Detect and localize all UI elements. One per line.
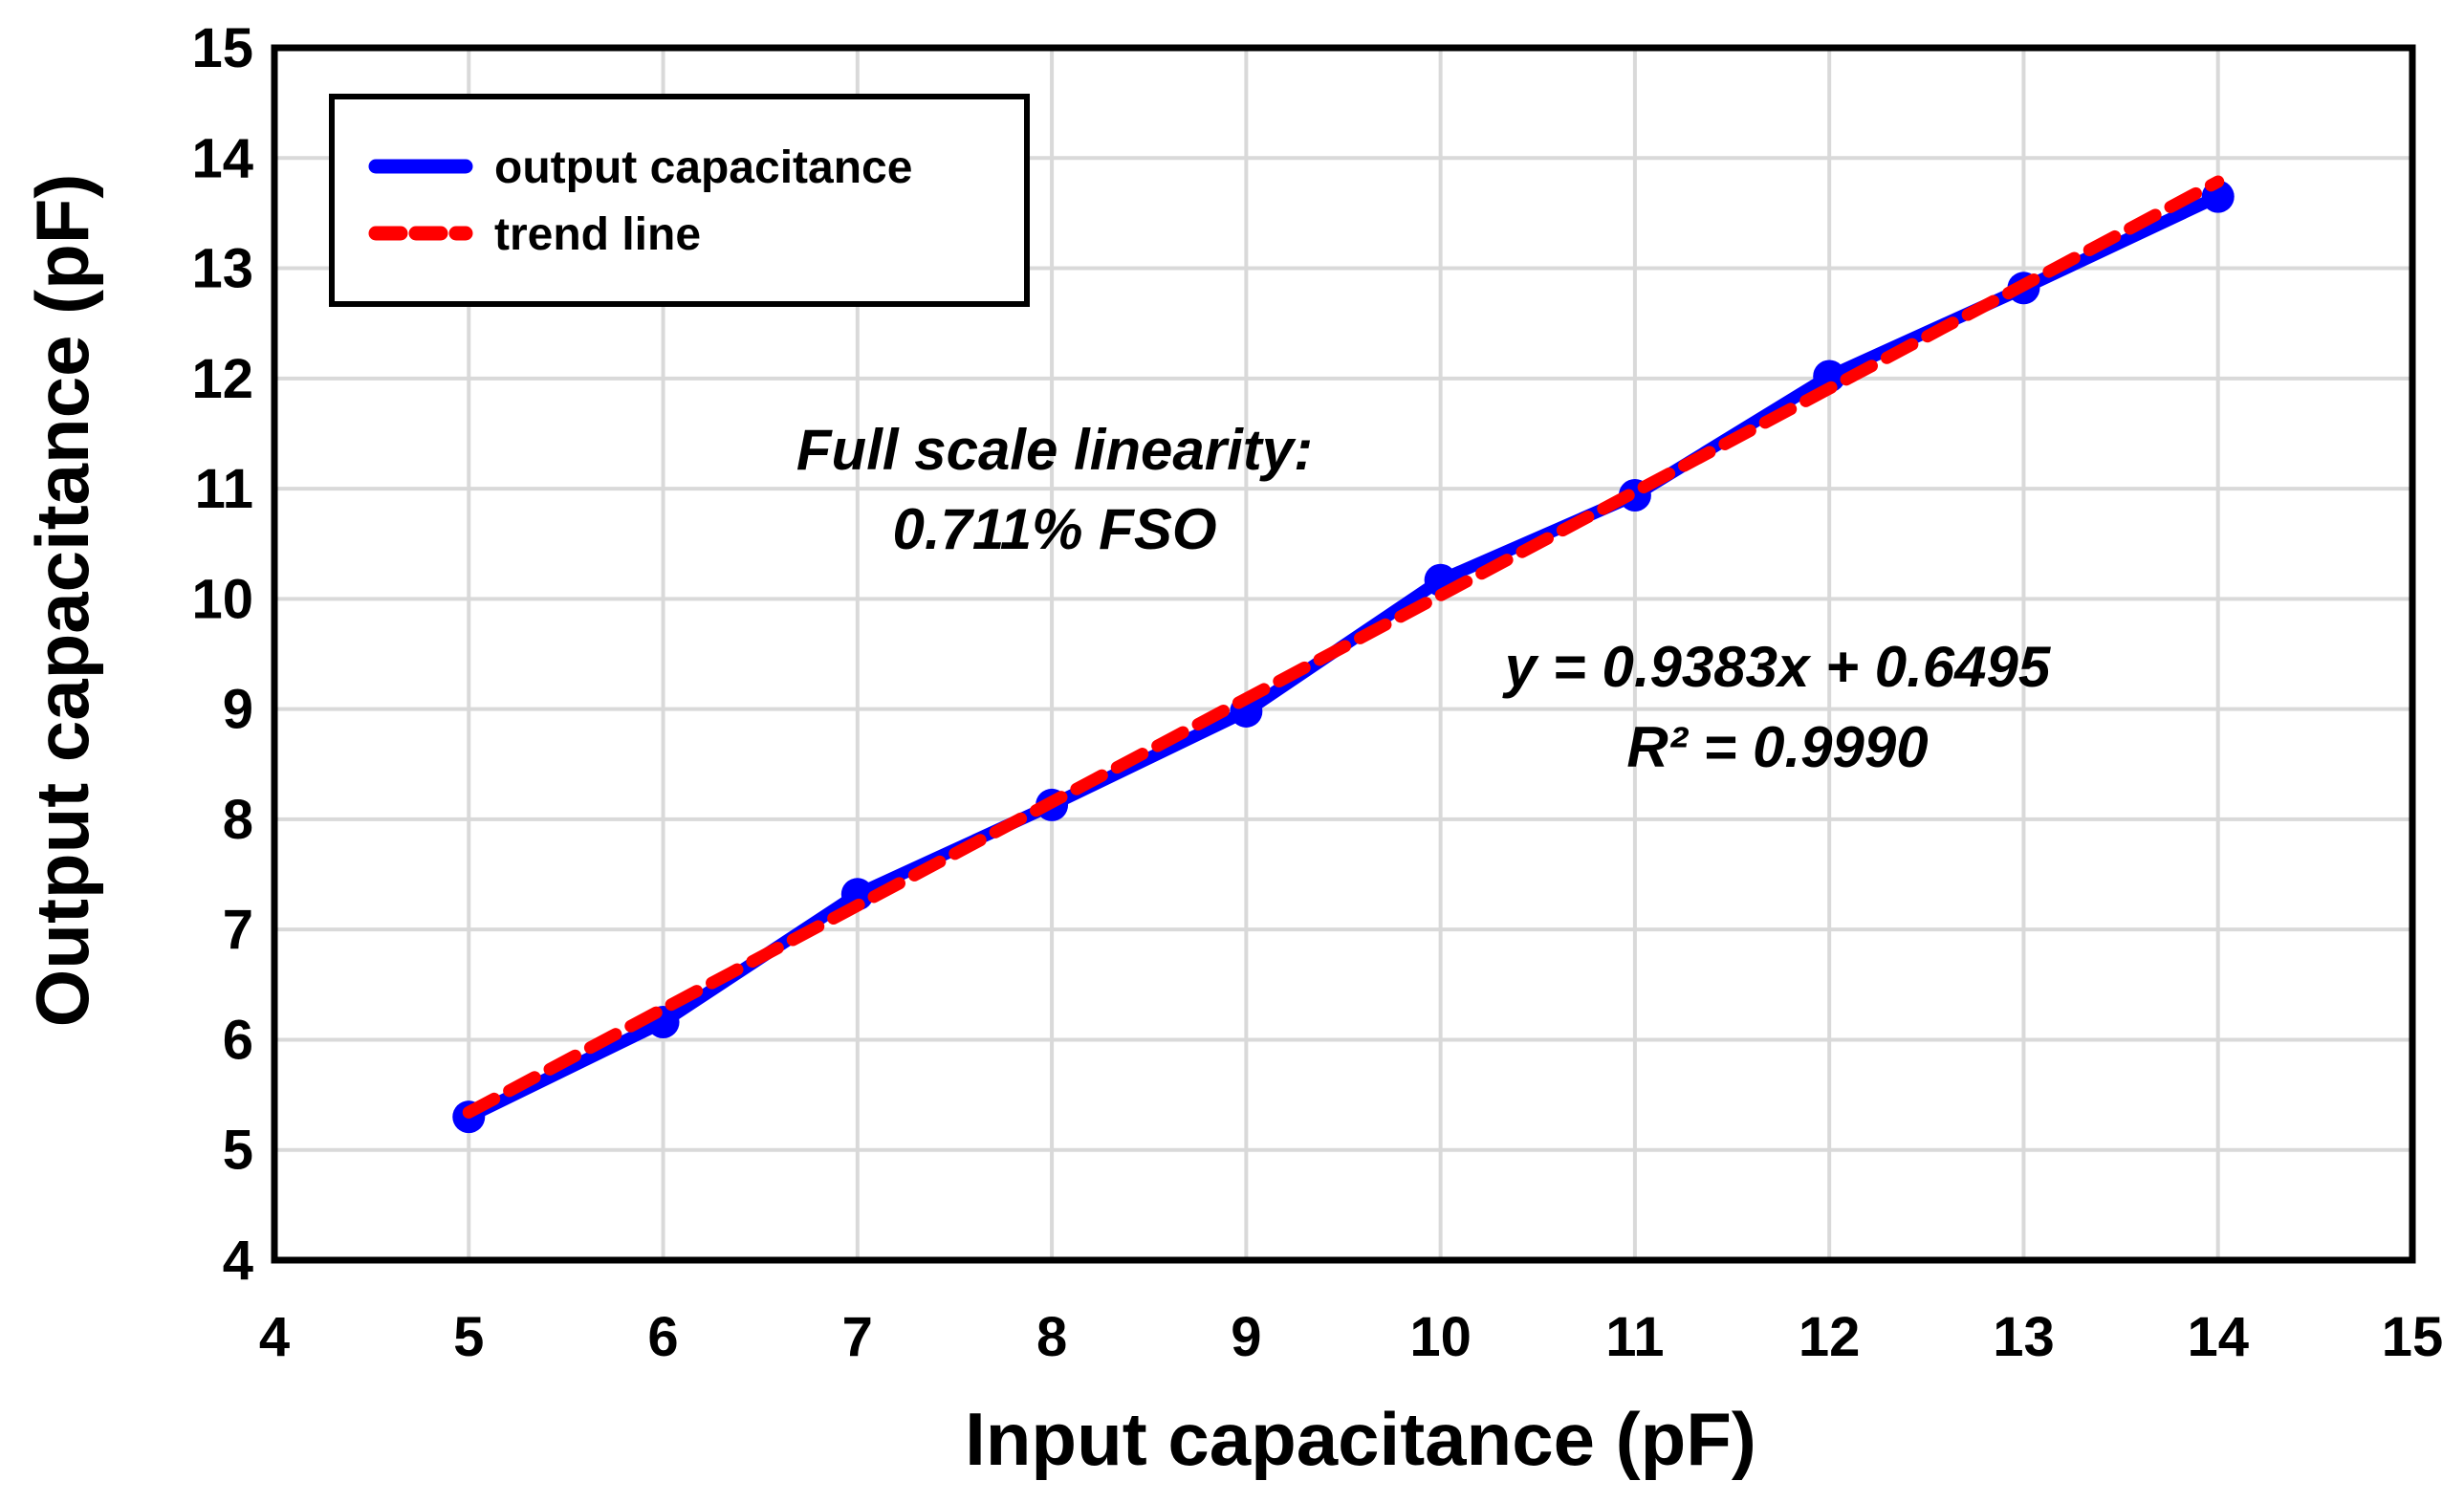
- x-tick-label: 7: [842, 1306, 873, 1368]
- y-tick-label: 15: [191, 17, 253, 79]
- legend-label-output: output capacitance: [494, 142, 912, 193]
- x-tick-label: 14: [2187, 1306, 2249, 1368]
- output-capacitance-point: [1813, 359, 1846, 393]
- x-tick-labels: 4 5 6 7 8 9 10 11 12 13 14 15: [259, 1306, 2443, 1368]
- y-tick-label: 9: [223, 679, 253, 741]
- y-tick-labels: 4 5 6 7 8 9 10 11 12 13 14 15: [191, 17, 253, 1292]
- x-tick-label: 15: [2382, 1306, 2444, 1368]
- linearity-annotation-line2: 0.711% FSO: [892, 497, 1216, 561]
- y-tick-label: 5: [223, 1120, 253, 1182]
- x-tick-label: 10: [1409, 1306, 1472, 1368]
- x-tick-label: 12: [1799, 1306, 1861, 1368]
- data-series: [452, 175, 2235, 1134]
- y-tick-label: 6: [223, 1009, 253, 1071]
- x-tick-label: 11: [1605, 1306, 1664, 1368]
- x-tick-label: 6: [647, 1306, 678, 1368]
- y-tick-label: 11: [195, 458, 253, 520]
- y-tick-label: 4: [223, 1230, 253, 1292]
- y-tick-label: 14: [191, 127, 253, 189]
- legend-label-trend: trend line: [494, 209, 701, 260]
- r-squared: R² = 0.9990: [1626, 715, 1928, 779]
- y-tick-label: 7: [223, 899, 253, 961]
- y-tick-label: 13: [191, 238, 253, 300]
- output-capacitance-point: [840, 878, 874, 911]
- x-axis-title: Input capacitance (pF): [965, 1397, 1756, 1481]
- x-tick-label: 4: [259, 1306, 290, 1368]
- y-tick-label: 10: [191, 568, 253, 630]
- plot-frame: [271, 44, 2416, 1264]
- y-tick-label: 8: [223, 789, 253, 851]
- x-tick-label: 13: [1993, 1306, 2055, 1368]
- legend-box: [329, 94, 1030, 307]
- x-tick-label: 5: [453, 1306, 484, 1368]
- y-tick-label: 12: [191, 348, 253, 410]
- trend-equation: y = 0.9383x + 0.6495: [1502, 635, 2052, 699]
- linearity-annotation-line1: Full scale linearity:: [796, 418, 1313, 482]
- x-tick-label: 9: [1231, 1306, 1261, 1368]
- y-axis-title: Output capacitance (pF): [20, 174, 104, 1028]
- legend: output capacitance trend line: [329, 94, 1030, 307]
- trend-line: [462, 175, 2225, 1119]
- x-tick-label: 8: [1036, 1306, 1067, 1368]
